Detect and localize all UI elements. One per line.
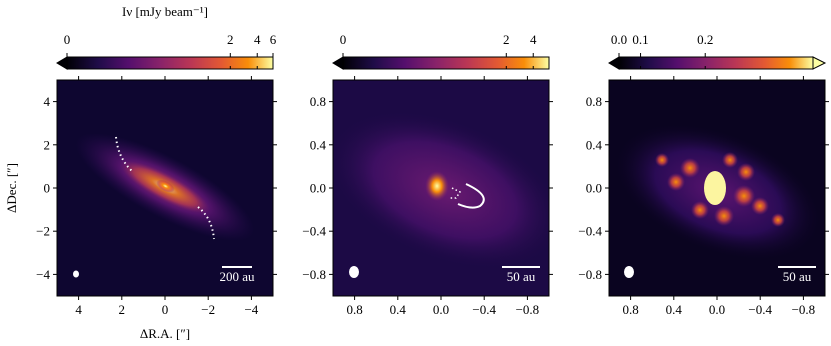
y-tick-label: −2: [36, 224, 50, 239]
y-tick-label: 0.4: [310, 137, 327, 152]
y-tick-label: −0.8: [578, 267, 602, 282]
x-tick-label: −4: [244, 302, 258, 317]
colorbar-tick-label: 2: [227, 32, 234, 47]
y-tick-label: 2: [44, 137, 51, 152]
x-tick-label: 0.0: [433, 302, 449, 317]
colorbar-tick-label: 4: [530, 32, 537, 47]
y-tick-label: 0: [44, 181, 51, 196]
colorbar-frame: [342, 56, 550, 70]
image-panel: [609, 80, 825, 296]
y-tick-label: 0.0: [586, 181, 602, 196]
y-tick-label: −0.4: [302, 224, 326, 239]
x-tick-label: −0.8: [516, 302, 540, 317]
scale-bar-label: 50 au: [783, 269, 812, 284]
x-tick-label: 0.8: [346, 302, 362, 317]
scale-bar-label: 200 au: [219, 269, 255, 284]
colorbar-tick-label: 4: [254, 32, 261, 47]
y-tick-label: 0.8: [310, 94, 326, 109]
colorbar-extend: [812, 56, 827, 70]
y-tick-label: 0.4: [586, 137, 603, 152]
colorbar: [619, 57, 813, 69]
scale-bar-label: 50 au: [507, 269, 536, 284]
colorbar-tick-label: 6: [270, 32, 277, 47]
y-tick-label: −0.4: [578, 224, 602, 239]
x-tick-label: −0.4: [748, 302, 772, 317]
x-tick-label: 4: [75, 302, 82, 317]
x-tick-label: −0.4: [472, 302, 496, 317]
x-tick-label: 0.4: [390, 302, 407, 317]
x-tick-label: 0.8: [622, 302, 638, 317]
y-tick-label: −4: [36, 267, 50, 282]
colorbar: [67, 57, 273, 69]
x-tick-label: 0.4: [666, 302, 683, 317]
colorbar-tick-label: 0.0: [611, 32, 627, 47]
image-panel: [57, 80, 273, 296]
x-tick-label: −2: [201, 302, 215, 317]
y-tick-label: 4: [44, 94, 51, 109]
colorbar-extend: [608, 56, 620, 70]
colorbar-frame: [618, 56, 814, 70]
image-panel: [333, 80, 549, 296]
colorbar: [343, 57, 549, 69]
colorbar-tick-label: 0.2: [697, 32, 713, 47]
y-tick-label: 0.8: [586, 94, 602, 109]
colorbar-extend: [332, 56, 344, 70]
colorbar-label: Iν [mJy beam⁻¹]: [122, 4, 208, 19]
y-axis-label: ΔDec. [″]: [4, 163, 19, 213]
colorbar-tick-label: 0: [64, 32, 71, 47]
y-tick-label: 0.0: [310, 181, 326, 196]
colorbar-tick-label: 0: [340, 32, 347, 47]
colorbar-extend: [56, 56, 68, 70]
x-axis-label: ΔR.A. [″]: [140, 326, 190, 341]
x-tick-label: −0.8: [792, 302, 816, 317]
y-tick-label: −0.8: [302, 267, 326, 282]
x-tick-label: 0.0: [709, 302, 725, 317]
x-tick-label: 2: [119, 302, 126, 317]
colorbar-tick-label: 2: [503, 32, 510, 47]
x-tick-label: 0: [162, 302, 169, 317]
colorbar-tick-label: 0.1: [632, 32, 648, 47]
